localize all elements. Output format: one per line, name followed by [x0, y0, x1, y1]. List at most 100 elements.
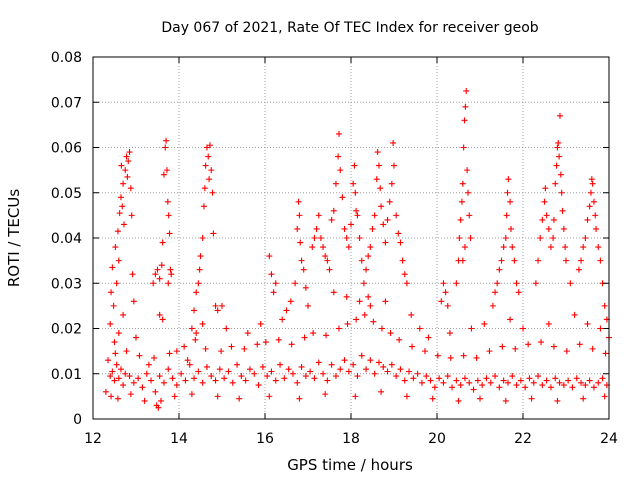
data-point: [483, 375, 490, 382]
data-point: [552, 375, 559, 382]
data-point: [157, 397, 164, 404]
data-point: [310, 330, 317, 337]
y-tick-label: 0.06: [51, 141, 82, 157]
data-point: [455, 397, 462, 404]
data-point: [120, 382, 127, 389]
data-point: [168, 271, 175, 278]
data-point: [464, 167, 471, 174]
data-point: [498, 257, 505, 264]
data-point: [462, 103, 469, 110]
data-point: [169, 375, 176, 382]
x-axis-tick-labels: 12 14 16 18 20 22 24: [84, 431, 618, 447]
data-point: [380, 221, 387, 228]
data-point: [573, 375, 580, 382]
data-point: [543, 212, 550, 219]
data-point: [393, 212, 400, 219]
data-point: [358, 257, 365, 264]
data-point: [343, 293, 350, 300]
data-point: [166, 350, 173, 357]
data-point: [130, 379, 137, 386]
data-point: [365, 253, 372, 260]
data-point: [446, 330, 453, 337]
data-point: [492, 289, 499, 296]
data-point: [459, 180, 466, 187]
data-point: [542, 185, 549, 192]
data-point: [130, 298, 137, 305]
data-point: [148, 377, 155, 384]
data-point: [173, 382, 180, 389]
data-point: [505, 176, 512, 183]
data-point: [380, 363, 387, 370]
data-point: [285, 366, 292, 373]
data-point: [589, 180, 596, 187]
data-point: [102, 388, 109, 395]
data-point: [165, 280, 172, 287]
data-point: [160, 379, 167, 386]
data-point: [125, 158, 132, 165]
data-point: [371, 212, 378, 219]
data-point: [477, 395, 483, 402]
data-point: [200, 203, 207, 210]
data-point: [139, 384, 146, 391]
data-point: [396, 336, 403, 343]
data-point: [268, 271, 275, 278]
data-point: [111, 339, 118, 346]
data-point: [326, 266, 333, 273]
data-point: [195, 280, 202, 287]
data-point: [421, 348, 428, 355]
data-point: [238, 373, 245, 380]
data-point: [262, 339, 269, 346]
x-tick-label: 20: [428, 431, 446, 447]
data-point: [124, 173, 131, 180]
data-point: [296, 212, 303, 219]
data-point: [373, 176, 380, 183]
data-point: [214, 393, 221, 400]
data-point: [206, 142, 213, 149]
data-point: [356, 235, 363, 241]
data-point: [553, 162, 560, 169]
data-point: [397, 366, 404, 373]
data-point: [597, 325, 604, 332]
data-point: [595, 244, 602, 251]
data-point: [206, 176, 213, 183]
data-point: [367, 357, 374, 364]
data-point: [122, 167, 129, 174]
data-point: [513, 382, 520, 389]
data-point: [281, 375, 288, 382]
data-point: [423, 373, 430, 380]
data-point: [126, 149, 133, 156]
data-point: [120, 180, 127, 187]
data-point: [127, 391, 134, 398]
data-point: [431, 384, 438, 391]
data-point: [330, 289, 337, 296]
data-point: [344, 320, 351, 327]
data-point: [201, 185, 208, 192]
data-point: [374, 149, 381, 156]
axis-ticks: [92, 56, 610, 420]
data-point: [296, 395, 303, 402]
data-point: [129, 271, 136, 278]
data-point: [509, 244, 516, 251]
data-point: [218, 348, 225, 355]
data-point: [165, 212, 172, 219]
data-point: [165, 366, 172, 373]
data-point: [127, 185, 134, 192]
data-point: [556, 379, 563, 386]
data-point: [345, 368, 352, 375]
data-point: [590, 384, 597, 391]
data-point: [266, 393, 273, 400]
data-point: [152, 271, 159, 278]
y-axis-tick-labels: 0 0.01 0.02 0.03 0.04 0.05 0.06 0.07 0.08: [51, 50, 82, 428]
data-point: [515, 289, 522, 296]
data-point: [323, 332, 330, 339]
data-point: [228, 343, 235, 350]
data-point: [442, 289, 449, 296]
data-point: [193, 330, 200, 337]
data-point: [155, 404, 162, 411]
data-point: [301, 334, 308, 341]
data-point: [513, 280, 520, 287]
data-point: [370, 318, 377, 325]
data-point: [315, 212, 322, 219]
data-point: [302, 284, 309, 291]
data-point: [223, 325, 230, 332]
